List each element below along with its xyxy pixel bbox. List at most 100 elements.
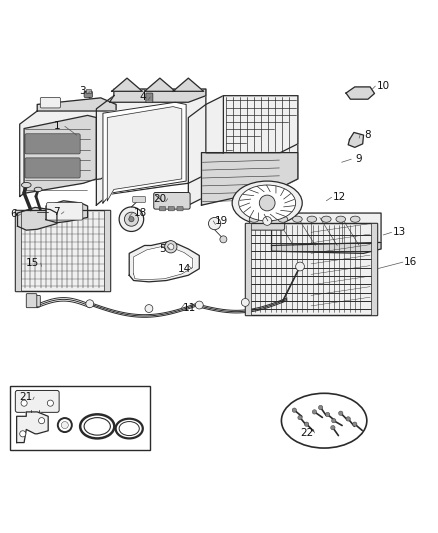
FancyBboxPatch shape [177, 206, 183, 211]
FancyBboxPatch shape [15, 209, 110, 290]
FancyBboxPatch shape [104, 209, 110, 290]
Polygon shape [37, 98, 116, 111]
Circle shape [20, 431, 26, 437]
Polygon shape [145, 78, 175, 91]
FancyBboxPatch shape [15, 209, 21, 290]
Ellipse shape [264, 216, 273, 222]
Ellipse shape [350, 216, 360, 222]
FancyBboxPatch shape [25, 134, 80, 154]
Text: 10: 10 [377, 81, 390, 91]
Circle shape [119, 207, 144, 231]
Polygon shape [201, 152, 298, 205]
Ellipse shape [293, 216, 302, 222]
Polygon shape [173, 78, 204, 91]
FancyBboxPatch shape [40, 98, 60, 108]
FancyBboxPatch shape [154, 192, 190, 209]
Ellipse shape [84, 418, 110, 435]
Ellipse shape [232, 181, 302, 225]
Text: 21: 21 [20, 392, 33, 402]
FancyBboxPatch shape [146, 93, 153, 103]
Polygon shape [272, 213, 381, 249]
Ellipse shape [119, 422, 139, 435]
FancyBboxPatch shape [133, 197, 145, 203]
Polygon shape [206, 96, 298, 152]
Polygon shape [348, 133, 364, 147]
Circle shape [263, 216, 272, 225]
Circle shape [165, 241, 177, 253]
FancyBboxPatch shape [245, 223, 377, 314]
Circle shape [259, 195, 275, 211]
Polygon shape [17, 412, 48, 442]
Text: 4: 4 [139, 92, 146, 102]
FancyBboxPatch shape [159, 206, 166, 211]
Text: 19: 19 [215, 216, 228, 226]
Polygon shape [96, 89, 206, 205]
Ellipse shape [34, 187, 42, 191]
Circle shape [331, 425, 335, 430]
Ellipse shape [307, 216, 317, 222]
Circle shape [292, 408, 297, 413]
Circle shape [124, 212, 138, 226]
Polygon shape [103, 102, 186, 203]
Text: 3: 3 [79, 86, 86, 96]
Circle shape [61, 422, 68, 429]
Polygon shape [272, 243, 381, 253]
Polygon shape [46, 201, 88, 223]
Circle shape [58, 418, 72, 432]
Polygon shape [107, 107, 182, 201]
Circle shape [39, 418, 45, 424]
Circle shape [208, 217, 221, 230]
Ellipse shape [239, 185, 296, 221]
Circle shape [304, 422, 309, 426]
Polygon shape [20, 104, 116, 197]
Text: 6: 6 [10, 209, 17, 219]
FancyBboxPatch shape [46, 203, 83, 220]
Polygon shape [129, 241, 199, 282]
Ellipse shape [281, 393, 367, 448]
Circle shape [318, 405, 323, 410]
Text: 1: 1 [53, 122, 60, 131]
Text: 14: 14 [177, 264, 191, 273]
Circle shape [21, 400, 27, 406]
FancyBboxPatch shape [32, 295, 40, 307]
Circle shape [195, 301, 203, 309]
Circle shape [332, 418, 336, 423]
Circle shape [353, 422, 357, 426]
Polygon shape [110, 89, 206, 102]
Text: 16: 16 [404, 257, 417, 267]
Text: 18: 18 [134, 208, 147, 218]
Polygon shape [134, 246, 193, 280]
FancyBboxPatch shape [15, 391, 59, 413]
FancyBboxPatch shape [84, 91, 92, 98]
Ellipse shape [321, 216, 331, 222]
Text: 12: 12 [333, 192, 346, 203]
FancyBboxPatch shape [26, 294, 37, 308]
Ellipse shape [336, 216, 346, 222]
Ellipse shape [116, 419, 143, 439]
FancyBboxPatch shape [245, 223, 251, 314]
Polygon shape [188, 96, 298, 205]
Text: 7: 7 [53, 207, 60, 217]
FancyBboxPatch shape [168, 206, 174, 211]
Text: 20: 20 [153, 193, 166, 204]
Polygon shape [112, 78, 142, 91]
Circle shape [241, 298, 249, 306]
Circle shape [168, 244, 174, 250]
FancyBboxPatch shape [250, 208, 285, 230]
Text: 22: 22 [300, 428, 313, 438]
Ellipse shape [278, 216, 288, 222]
Polygon shape [18, 207, 57, 230]
Circle shape [145, 304, 153, 312]
Circle shape [312, 410, 317, 414]
FancyBboxPatch shape [86, 90, 92, 93]
Ellipse shape [80, 414, 114, 439]
Text: 13: 13 [393, 228, 406, 237]
Circle shape [47, 400, 53, 406]
Circle shape [86, 300, 94, 308]
Ellipse shape [249, 216, 259, 222]
Polygon shape [346, 87, 374, 99]
FancyBboxPatch shape [10, 386, 150, 450]
Text: 11: 11 [183, 303, 196, 313]
Circle shape [346, 417, 350, 421]
Circle shape [220, 236, 227, 243]
